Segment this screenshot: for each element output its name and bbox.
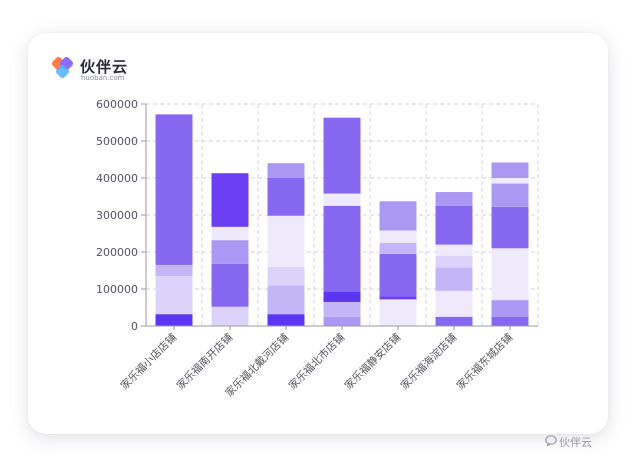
bar-segment: [435, 205, 473, 245]
bar-segment: [491, 248, 529, 301]
bar-segment: [435, 192, 473, 206]
bar-segment: [267, 314, 305, 326]
bar-segment: [491, 206, 529, 249]
bar-segment: [491, 183, 529, 207]
bar-segment: [211, 173, 249, 227]
bar-segment: [435, 316, 473, 326]
bar-segment: [379, 299, 417, 326]
bar-segment: [491, 178, 529, 184]
y-tick-label: 300000: [96, 209, 138, 222]
bar-segment: [491, 316, 529, 326]
bar-segment: [379, 242, 417, 254]
x-tick-label: 家乐福东城店铺: [454, 331, 515, 392]
huoban-logo-icon: [51, 56, 74, 79]
bar-segment: [323, 291, 361, 302]
brand-logo: 伙伴云 huoban.com: [50, 55, 170, 85]
bar-segment: [211, 263, 249, 307]
x-tick-label: 家乐福海淀店铺: [398, 331, 459, 392]
bar-segment: [267, 163, 305, 178]
speech-bubble-icon: [545, 435, 557, 449]
bar-segment: [323, 205, 361, 292]
bar-segment: [211, 306, 249, 326]
bar-segment: [435, 255, 473, 268]
bar-segment: [379, 201, 417, 231]
bar-segment: [435, 290, 473, 317]
bar-segment: [211, 226, 249, 241]
bar-segment: [323, 316, 361, 326]
bar-segment: [491, 300, 529, 317]
bar-segment: [323, 301, 361, 317]
bar-segment: [379, 230, 417, 243]
y-tick-label: 0: [131, 320, 138, 333]
x-tick-label: 家乐福小店店铺: [118, 331, 179, 392]
x-tick-label: 家乐福南开店铺: [174, 331, 235, 392]
y-tick-label: 400000: [96, 172, 138, 185]
bar-segment: [155, 114, 193, 265]
brand-name: 伙伴云: [80, 58, 129, 76]
bar-segment: [379, 253, 417, 297]
y-tick-label: 200000: [96, 246, 138, 259]
bar-segment: [267, 215, 305, 267]
y-tick-label: 500000: [96, 135, 138, 148]
y-tick-label: 100000: [96, 283, 138, 296]
bar-segment: [379, 296, 417, 300]
watermark-text: 伙伴云: [559, 436, 592, 449]
x-tick-label: 家乐福静安店铺: [342, 331, 403, 392]
bar-segment: [323, 193, 361, 206]
x-tick-label: 家乐福北市店铺: [286, 331, 347, 392]
brand-url: huoban.com: [81, 74, 125, 82]
bar-segment: [155, 276, 193, 315]
watermark: 伙伴云: [545, 434, 635, 452]
bar-segment: [435, 267, 473, 291]
bar-segment: [155, 264, 193, 277]
bar-segment: [491, 162, 529, 178]
bar-segment: [267, 266, 305, 286]
bar-segment: [267, 285, 305, 315]
y-tick-label: 600000: [96, 98, 138, 111]
bar-segment: [155, 314, 193, 326]
bar-segment: [211, 240, 249, 264]
bar-segment: [267, 178, 305, 216]
bar-segment: [435, 244, 473, 256]
bar-segment: [323, 117, 361, 194]
